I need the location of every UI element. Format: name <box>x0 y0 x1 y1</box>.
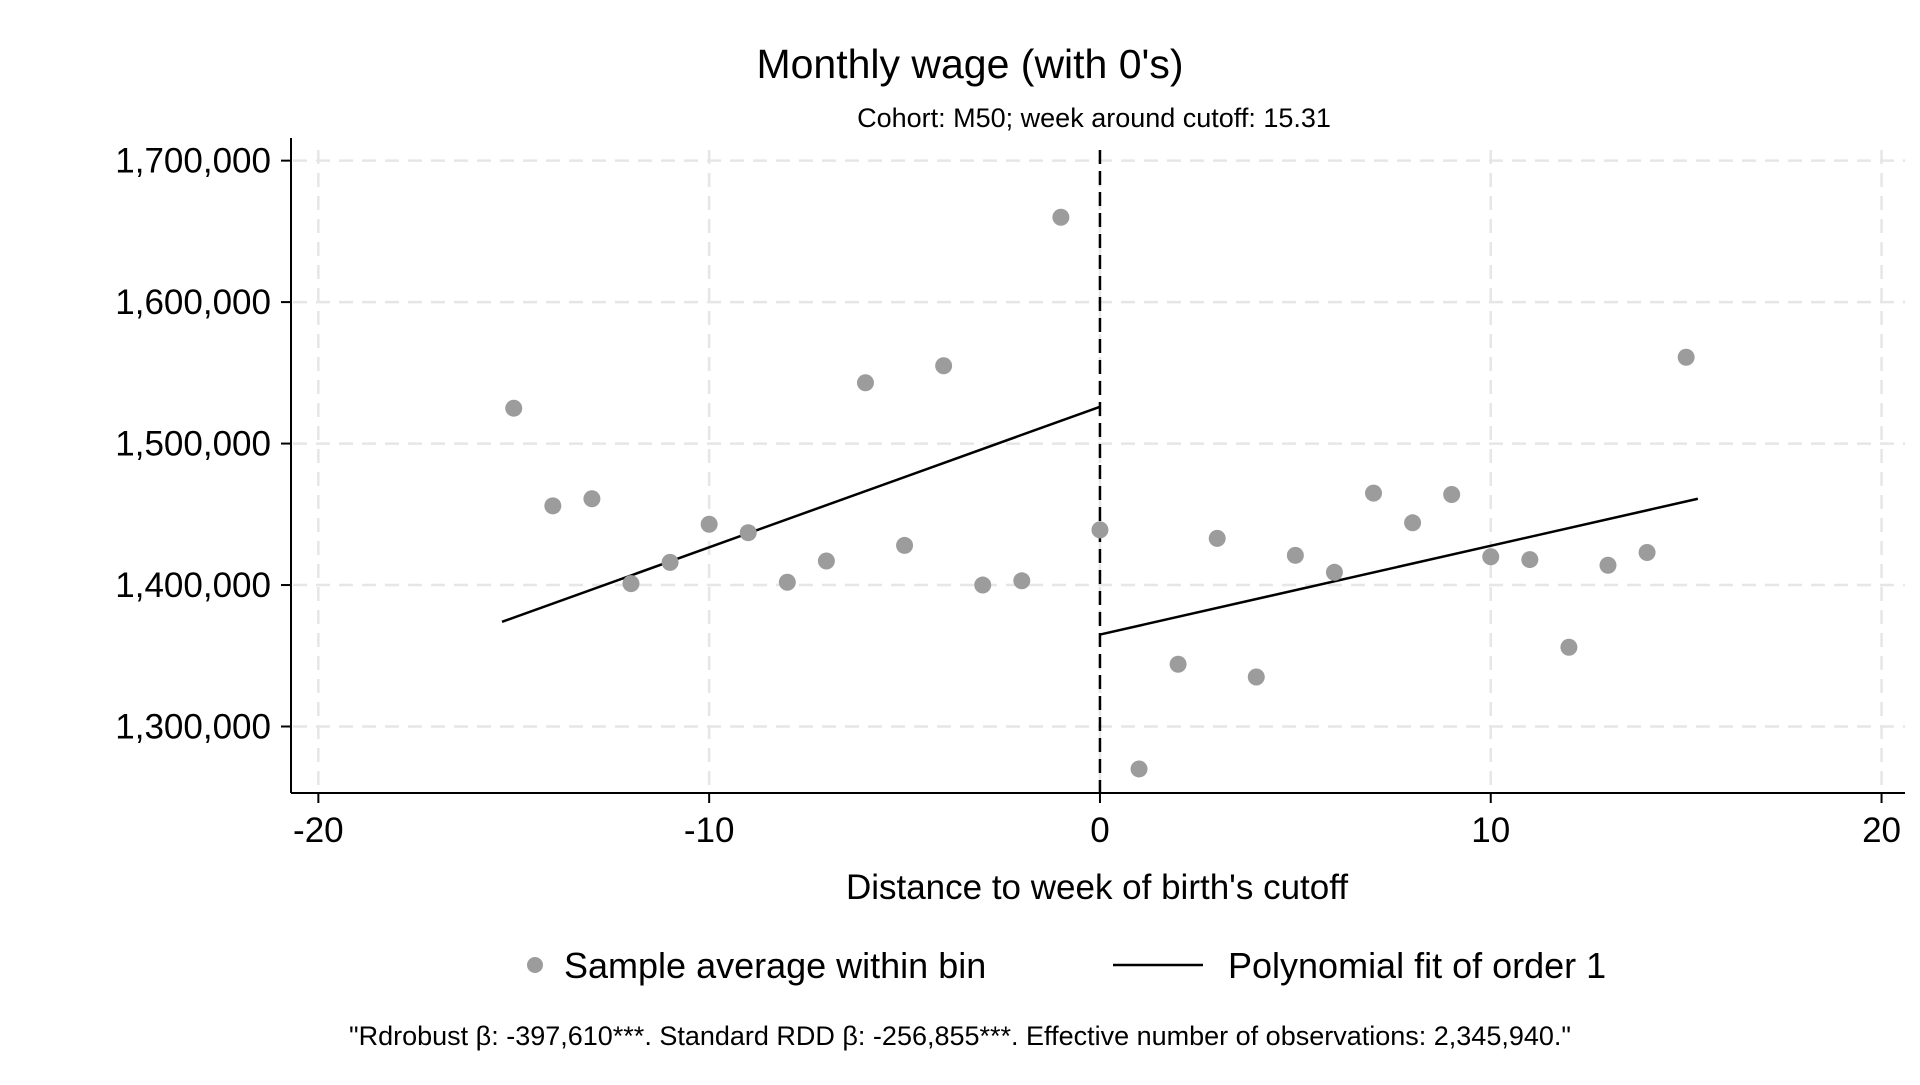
y-tick-label: 1,300,000 <box>115 708 271 747</box>
scatter-point <box>1013 572 1031 590</box>
scatter-point <box>1365 484 1383 502</box>
scatter-point <box>1638 544 1656 562</box>
x-tick-label: -10 <box>684 811 735 850</box>
x-tick-label: 0 <box>1090 811 1109 850</box>
x-tick-label: 20 <box>1862 811 1901 850</box>
y-tick-label: 1,600,000 <box>115 283 271 322</box>
y-tick-label: 1,500,000 <box>115 425 271 464</box>
scatter-point <box>1521 551 1539 569</box>
scatter-point <box>1404 514 1422 532</box>
legend-scatter-label: Sample average within bin <box>564 945 986 986</box>
scatter-point <box>505 399 523 417</box>
scatter-point <box>896 536 914 554</box>
scatter-point <box>1560 638 1578 656</box>
legend-scatter-marker <box>527 957 543 973</box>
scatter-point <box>778 573 796 591</box>
x-tick-label: -20 <box>293 811 344 850</box>
scatter-point <box>1052 208 1070 226</box>
scatter-point <box>1130 760 1148 778</box>
ticks-layer: 1,300,000 1,400,000 1,500,000 1,600,000 1,70… <box>115 142 1901 850</box>
scatter-point <box>935 357 953 375</box>
scatter-point <box>700 515 718 533</box>
fit-line-left <box>501 405 1101 623</box>
scatter-point <box>1091 521 1109 539</box>
scatter-point <box>1443 486 1461 504</box>
scatter-point <box>1286 546 1304 564</box>
scatter-point <box>974 576 992 594</box>
fit-line-right <box>1099 497 1699 636</box>
estimation-note: "Rdrobust β: -397,610***. Standard RDD β… <box>349 1021 1571 1051</box>
y-tick-label: 1,400,000 <box>115 566 271 605</box>
legend: Sample average within bin Polynomial fit… <box>527 945 1606 986</box>
legend-fit-line-label: Polynomial fit of order 1 <box>1228 945 1606 986</box>
scatter-point <box>583 490 601 508</box>
scatter-point <box>1325 563 1343 581</box>
scatter-point <box>817 552 835 570</box>
scatter-point <box>1247 668 1265 686</box>
y-tick-label: 1,700,000 <box>115 142 271 181</box>
x-axis-title: Distance to week of birth's cutoff <box>846 868 1348 907</box>
scatter-point <box>856 374 874 392</box>
scatter-point <box>739 524 757 542</box>
scatter-point <box>622 575 640 593</box>
scatter-points-layer <box>505 208 1695 778</box>
chart-subtitle: Cohort: M50; week around cutoff: 15.31 <box>857 103 1331 133</box>
scatter-point <box>1482 548 1500 566</box>
scatter-point <box>661 553 679 571</box>
scatter-point <box>1599 556 1617 574</box>
scatter-point <box>1208 529 1226 547</box>
x-tick-label: 10 <box>1471 811 1510 850</box>
scatter-point <box>544 497 562 515</box>
chart-title: Monthly wage (with 0's) <box>756 41 1183 87</box>
scatter-point <box>1169 655 1187 673</box>
axes-layer <box>290 138 1905 794</box>
fit-line-layer <box>501 405 1699 636</box>
scatter-point <box>1677 348 1695 366</box>
